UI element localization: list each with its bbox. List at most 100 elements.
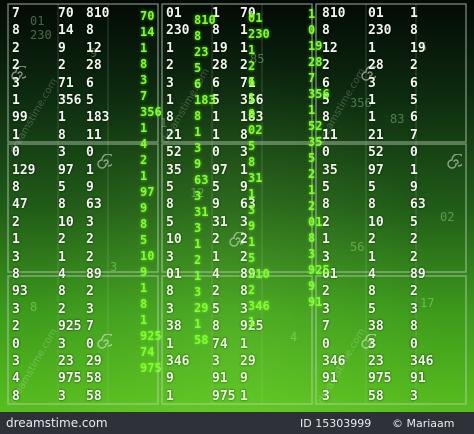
digit-cell: 6 [212,75,220,91]
digit-cell: 2 [58,58,66,74]
digit-cell: 1 [212,110,220,126]
digit-cell: 356 [58,93,82,108]
digit-cell: 2 [368,232,376,248]
digit-cell: 99 [12,110,28,126]
digit-cell: 2 [240,58,248,74]
digit-cell: 8 [322,197,330,213]
ghost-digit: 17 [420,296,435,310]
digit-cell: 8 [322,110,330,126]
digit-row: 0 3 0 52 0 3 0 52 0 [0,145,474,163]
digit-row: 2 925 7 38 8 925 7 38 8 [0,319,474,337]
digit-cell: 9 [240,180,248,195]
digit-cell: 38 [166,319,182,335]
digit-cell: 975 [212,388,236,404]
digit-cell: 01 [166,6,182,21]
digit-cell: 58 [86,371,102,387]
digit-row: 93 8 2 8 2 8 2 8 2 [0,284,474,302]
digit-cell: 6 [322,75,330,91]
digit-cell: 1 [12,127,20,143]
digit-cell: 2 [12,319,20,335]
ghost-digit: 3 [110,260,118,274]
digit-cell: 925 [58,319,82,335]
digit-cell: 8 [368,197,376,213]
digit-cell: 1 [212,6,220,21]
digit-row: 2 9 12 1 19 1 12 1 19 [0,41,474,59]
digit-cell: 1 [212,249,220,265]
digit-cell: 3 [12,354,20,369]
digit-cell: 9 [166,371,174,387]
grid-lines [7,3,467,405]
digit-cell: 1 [58,249,66,265]
digit-cell: 71 [58,75,74,91]
digit-cell: 0 [12,145,20,161]
digit-cell: 91 [410,371,426,387]
digit-row: 3 71 6 3 6 71 6 3 6 [0,76,474,94]
digit-cell: 810 [86,6,110,21]
digit-cell: 97 [212,162,228,178]
digit-cell: 1 [12,232,20,248]
digit-cell: 4 [58,267,66,282]
digit-cell: 1 [368,40,376,56]
digit-cell: 6 [86,75,94,91]
digit-cell: 8 [12,267,20,282]
digit-cell: 1 [166,93,174,108]
digit-cell: 9 [86,180,94,195]
digit-cell: 9 [212,197,220,213]
digit-cell: 3 [58,336,66,352]
digit-cell: 8 [12,388,20,404]
footer-copyright: © Mariaam [392,417,455,430]
digit-cell: 3 [166,75,174,91]
digit-cell: 2 [12,58,20,74]
swirl-icon [97,154,112,169]
digit-cell: 8 [368,284,376,300]
digit-cell: 28 [368,58,384,74]
digit-cell: 3 [322,388,330,404]
digit-cell: 975 [58,371,82,387]
digit-cell: 8 [240,127,248,143]
digit-cell: 8 [212,319,220,335]
digit-cell: 19 [410,40,426,56]
ghost-digit: 230 [30,28,52,42]
digit-cell: 89 [240,267,256,282]
digit-cell: 8 [322,23,330,39]
digit-cell: 1 [368,110,376,126]
digit-cell: 70 [240,6,256,21]
digit-cell: 70 [58,6,74,21]
digit-cell: 23 [58,354,74,369]
digit-row: 1 2 2 10 2 2 1 2 2 [0,232,474,250]
ghost-digit: 01 [30,14,45,28]
digit-cell: 2 [322,284,330,300]
swirl-icon [97,334,112,349]
ghost-digit: 4 [290,330,298,344]
digit-row: 0 3 0 1 74 1 0 3 0 [0,337,474,355]
digit-cell: 2 [12,40,20,56]
digit-cell: 29 [240,354,256,369]
swirl-icon [361,334,376,349]
digit-row: 2 10 3 5 31 3 2 10 5 [0,215,474,233]
digit-cell: 29 [86,354,102,369]
digit-cell: 8 [166,284,174,300]
swirl-icon [229,232,244,247]
digit-cell: 97 [368,162,384,178]
digit-cell: 3 [166,249,174,265]
digit-cell: 5 [410,93,418,108]
digit-cell: 38 [368,319,384,335]
stock-footer: dreamstime.com ID 15303999 © Mariaam [0,412,474,434]
digit-cell: 8 [58,127,66,143]
digit-cell: 3 [240,301,248,317]
digit-cell: 346 [166,354,190,369]
digit-cell: 3 [12,301,20,317]
rain-column: 1 0 19 28 7 356 1 52 35 5 2 1 2 01 8 3 9… [308,7,330,309]
digit-cell: 14 [58,23,74,39]
digit-cell: 58 [86,388,102,404]
digit-cell: 3 [86,214,94,230]
digit-row: 7 70 810 01 1 70 810 01 1 [0,6,474,24]
digit-cell: 3 [322,249,330,265]
digit-cell: 2 [410,58,418,74]
digit-cell: 21 [166,127,182,143]
digit-cell: 810 [322,6,346,21]
digit-cell: 6 [410,75,418,91]
digit-cell: 8 [240,284,248,300]
digit-grid: 7 70 810 01 1 70 810 01 1 8 14 8 230 8 1 8 230 8 2 9 12 1 19 1 1… [0,6,474,404]
digit-cell: 74 [212,336,228,352]
